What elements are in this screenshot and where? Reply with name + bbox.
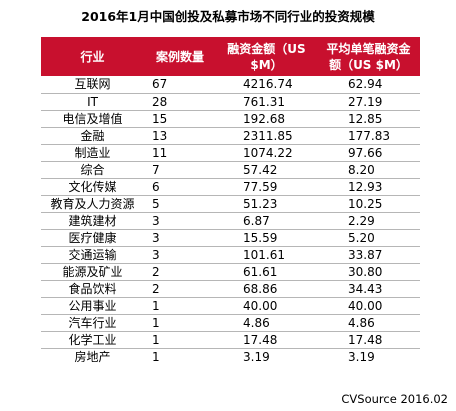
header-amount: 融资金额（US $M） [227,41,306,72]
cell-avg: 12.85 [348,111,383,126]
page-title: 2016年1月中国创投及私募市场不同行业的投资规模 [81,9,375,24]
cell-amount: 761.31 [243,94,285,109]
cell-industry: 房地产 [74,349,111,364]
table-row: 教育及人力资源 5 51.23 10.25 [41,195,420,212]
cell-count: 28 [152,94,168,109]
table-row: 交通运输 3 101.61 33.87 [41,246,420,263]
table-row: 互联网 67 4216.74 62.94 [41,76,420,93]
cell-count: 5 [152,196,160,211]
table-row: 公用事业 1 40.00 40.00 [41,297,420,314]
cell-industry: 电信及增值 [62,111,123,126]
cell-industry: 教育及人力资源 [50,196,135,211]
cell-industry: 建筑建材 [68,213,117,228]
table-row: 医疗健康 3 15.59 5.20 [41,229,420,246]
header-industry: 行业 [80,49,105,64]
table-row: 食品饮料 2 68.86 34.43 [41,280,420,297]
cell-industry: IT [87,94,98,109]
cell-amount: 57.42 [243,162,278,177]
cell-industry: 公用事业 [68,298,117,313]
header-count: 案例数量 [155,49,204,64]
table-body: 互联网 67 4216.74 62.94 IT 28 761.31 27.19 电信及增值 15 1… [41,76,420,365]
source-note: CVSource 2016.02 [341,392,448,406]
table-row: IT 28 761.31 27.19 [41,93,420,110]
table-row: 综合 7 57.42 8.20 [41,161,420,178]
cell-avg: 33.87 [348,247,383,262]
cell-amount: 6.87 [243,213,270,228]
cell-amount: 77.59 [243,179,278,194]
cell-avg: 3.19 [348,349,375,364]
table-header-row: 行业 案例数量 融资金额（US $M） 平均单笔融资金额（US $M） [41,37,420,76]
cell-avg: 17.48 [348,332,383,347]
cell-count: 1 [152,349,160,364]
cell-amount: 3.19 [243,349,270,364]
cell-amount: 4.86 [243,315,270,330]
cell-avg: 30.80 [348,264,383,279]
cell-avg: 40.00 [348,298,383,313]
cell-count: 2 [152,264,160,279]
cell-industry: 汽车行业 [68,315,117,330]
cell-count: 7 [152,162,160,177]
cell-count: 11 [152,145,168,160]
cell-industry: 文化传媒 [68,179,117,194]
cell-count: 13 [152,128,168,143]
cell-industry: 综合 [80,162,105,177]
cell-industry: 食品饮料 [68,281,117,296]
header-avg: 平均单笔融资金额（US $M） [326,41,411,72]
cell-avg: 97.66 [348,145,383,160]
table-row: 文化传媒 6 77.59 12.93 [41,178,420,195]
cell-avg: 2.29 [348,213,375,228]
table-row: 化学工业 1 17.48 17.48 [41,331,420,348]
cell-avg: 8.20 [348,162,375,177]
cell-industry: 能源及矿业 [62,264,123,279]
table-row: 电信及增值 15 192.68 12.85 [41,110,420,127]
cell-industry: 交通运输 [68,247,117,262]
cell-count: 1 [152,315,160,330]
cell-count: 3 [152,213,160,228]
table-row: 建筑建材 3 6.87 2.29 [41,212,420,229]
cell-industry: 互联网 [74,77,111,92]
cell-amount: 1074.22 [243,145,293,160]
table-row: 汽车行业 1 4.86 4.86 [41,314,420,331]
table-row: 能源及矿业 2 61.61 30.80 [41,263,420,280]
cell-avg: 10.25 [348,196,383,211]
cell-amount: 15.59 [243,230,278,245]
cell-count: 6 [152,179,160,194]
cell-count: 1 [152,298,160,313]
cell-amount: 4216.74 [243,77,293,92]
cell-count: 15 [152,111,168,126]
cell-count: 3 [152,247,160,262]
cell-industry: 化学工业 [68,332,117,347]
cell-avg: 34.43 [348,281,383,296]
cell-amount: 101.61 [243,247,285,262]
cell-industry: 金融 [80,128,105,143]
table-row: 金融 13 2311.85 177.83 [41,127,420,144]
cell-avg: 27.19 [348,94,383,109]
cell-industry: 制造业 [74,145,111,160]
table-row: 制造业 11 1074.22 97.66 [41,144,420,161]
cell-count: 3 [152,230,160,245]
cell-amount: 68.86 [243,281,278,296]
cell-industry: 医疗健康 [68,230,117,245]
cell-amount: 2311.85 [243,128,293,143]
cell-avg: 4.86 [348,315,375,330]
cell-amount: 51.23 [243,196,278,211]
cell-amount: 61.61 [243,264,278,279]
cell-amount: 17.48 [243,332,278,347]
cell-count: 2 [152,281,160,296]
cell-avg: 5.20 [348,230,375,245]
cell-amount: 40.00 [243,298,278,313]
cell-count: 1 [152,332,160,347]
table-row: 房地产 1 3.19 3.19 [41,348,420,365]
cell-avg: 177.83 [348,128,390,143]
cell-avg: 62.94 [348,77,383,92]
investment-by-industry-table: 行业 案例数量 融资金额（US $M） 平均单笔融资金额（US $M） 互联网 6… [41,37,420,365]
cell-count: 67 [152,77,168,92]
cell-avg: 12.93 [348,179,383,194]
cell-amount: 192.68 [243,111,285,126]
